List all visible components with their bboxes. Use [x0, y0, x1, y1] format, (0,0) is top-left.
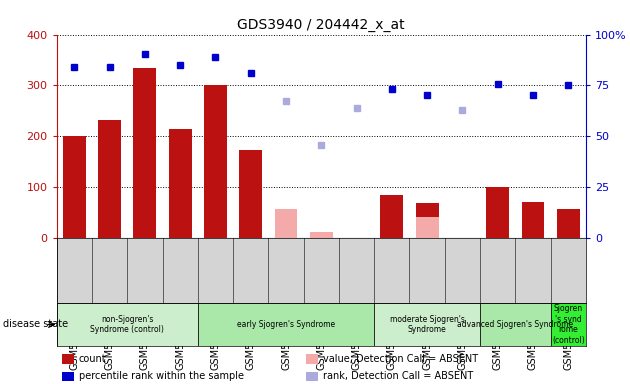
Bar [98, 120, 121, 238]
Bar [306, 354, 318, 364]
Bar [63, 136, 86, 238]
Bar [306, 372, 318, 381]
Text: early Sjogren's Syndrome: early Sjogren's Syndrome [237, 320, 335, 329]
Text: disease state: disease state [3, 319, 68, 329]
Bar [310, 232, 333, 238]
Title: GDS3940 / 204442_x_at: GDS3940 / 204442_x_at [238, 18, 405, 32]
Bar [134, 68, 156, 238]
Bar [522, 202, 544, 238]
Bar [62, 354, 74, 364]
Text: percentile rank within the sample: percentile rank within the sample [79, 371, 244, 381]
Bar [239, 150, 262, 238]
Text: count: count [79, 354, 106, 364]
Bar [275, 209, 297, 238]
Bar [374, 303, 480, 346]
Bar [416, 217, 438, 238]
Bar [551, 303, 586, 346]
Bar [486, 187, 509, 238]
Text: advanced Sjogren's Syndrome: advanced Sjogren's Syndrome [457, 320, 573, 329]
Text: non-Sjogren's
Syndrome (control): non-Sjogren's Syndrome (control) [90, 315, 164, 334]
Bar [204, 86, 227, 238]
Bar [62, 372, 74, 381]
Bar [381, 195, 403, 238]
Text: value, Detection Call = ABSENT: value, Detection Call = ABSENT [323, 354, 478, 364]
Text: rank, Detection Call = ABSENT: rank, Detection Call = ABSENT [323, 371, 473, 381]
Bar [557, 209, 580, 238]
Bar [416, 204, 438, 238]
Bar [57, 303, 198, 346]
Bar [198, 303, 374, 346]
Bar [480, 303, 551, 346]
Bar [169, 129, 192, 238]
Text: Sjogren
's synd
rome
(control): Sjogren 's synd rome (control) [552, 305, 585, 344]
Text: moderate Sjogren's
Syndrome: moderate Sjogren's Syndrome [390, 315, 464, 334]
